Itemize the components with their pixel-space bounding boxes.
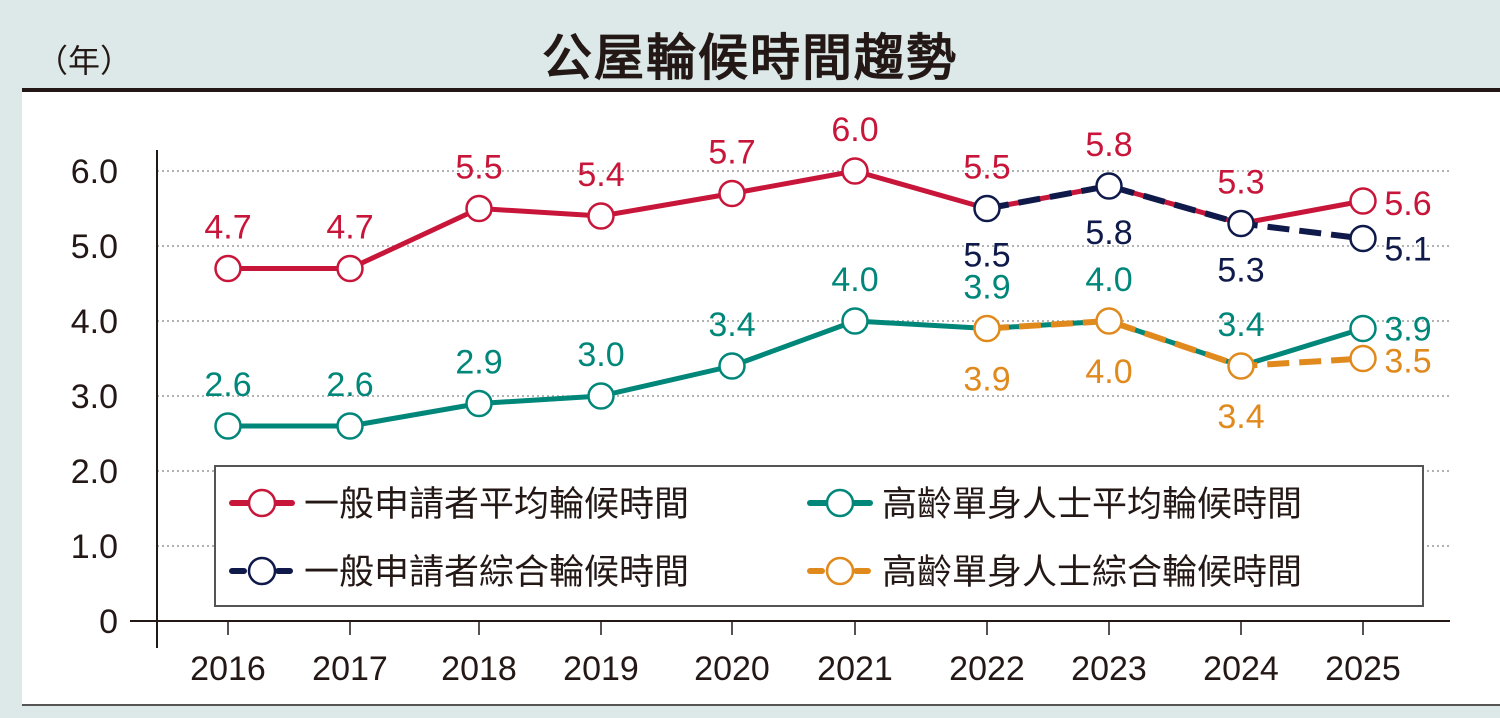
data-label: 3.9 (963, 361, 1010, 399)
data-label: 5.3 (1217, 164, 1264, 202)
data-point (841, 307, 869, 335)
data-point (465, 389, 493, 418)
x-tick-label: 2016 (190, 650, 266, 688)
legend-swatch-marker (247, 556, 277, 586)
legend-label: 一般申請者綜合輪候時間 (304, 553, 689, 593)
data-point (973, 314, 1001, 343)
data-label: 5.3 (1217, 252, 1264, 290)
y-tick-label: 1.0 (71, 528, 118, 566)
data-label: 3.9 (1384, 311, 1431, 349)
legend-swatch-marker (247, 488, 277, 518)
data-point (1227, 352, 1255, 380)
data-label: 3.9 (963, 269, 1010, 307)
data-point (465, 194, 493, 223)
data-point (1095, 307, 1123, 335)
data-point (587, 202, 615, 230)
y-tick-label: 0 (99, 603, 118, 641)
series-line (986, 318, 1364, 369)
x-tick-label: 2019 (563, 650, 639, 688)
series-line (228, 168, 1364, 271)
data-label: 5.8 (1085, 126, 1132, 164)
y-tick-label: 5.0 (71, 228, 118, 266)
legend-label: 一般申請者平均輪候時間 (304, 485, 689, 525)
data-label: 5.1 (1384, 231, 1431, 269)
data-point (214, 254, 242, 283)
data-point (841, 157, 869, 185)
data-point (718, 352, 746, 380)
legend-swatch-marker (825, 556, 855, 586)
data-point (336, 412, 364, 440)
x-tick-label: 2023 (1071, 650, 1147, 688)
x-tick-label: 2020 (694, 650, 770, 688)
y-tick-label: 4.0 (71, 303, 118, 341)
x-tick-label: 2025 (1325, 650, 1401, 688)
legend-label: 高齡單身人士綜合輪候時間 (882, 553, 1302, 593)
y-axis-unit-label: （年） (36, 42, 133, 80)
data-label: 3.4 (1217, 306, 1264, 344)
data-label: 5.5 (963, 149, 1010, 187)
x-tick-label: 2017 (312, 650, 388, 688)
data-label: 5.8 (1085, 214, 1132, 252)
x-tick-label: 2022 (949, 650, 1025, 688)
data-label: 5.6 (1384, 185, 1431, 223)
data-point (1349, 344, 1377, 373)
data-point (1349, 224, 1377, 253)
data-label: 4.0 (831, 261, 878, 299)
y-tick-label: 2.0 (71, 453, 118, 491)
x-tick-label: 2024 (1203, 650, 1279, 688)
data-point (718, 179, 746, 208)
data-point (973, 194, 1001, 223)
data-label: 4.7 (204, 209, 251, 247)
legend-label: 高齡單身人士平均輪候時間 (882, 485, 1302, 525)
data-point (1349, 187, 1377, 215)
data-point (214, 412, 242, 440)
data-label: 3.5 (1384, 343, 1431, 381)
y-tick-label: 3.0 (71, 378, 118, 416)
data-point (1227, 209, 1255, 238)
series-line (228, 318, 1364, 429)
data-label: 5.7 (708, 134, 755, 172)
data-label: 2.6 (326, 366, 373, 404)
data-label: 4.0 (1085, 261, 1132, 299)
data-point (336, 254, 364, 283)
data-point (1095, 172, 1123, 200)
legend-box (214, 465, 1424, 607)
data-label: 4.0 (1085, 353, 1132, 391)
data-label: 5.5 (455, 149, 502, 187)
data-point (1349, 314, 1377, 343)
data-label: 3.4 (708, 306, 755, 344)
legend-swatch-marker (825, 488, 855, 518)
data-label: 6.0 (831, 111, 878, 149)
data-label: 3.4 (1217, 398, 1264, 436)
data-label: 5.5 (963, 237, 1010, 275)
data-point (587, 382, 615, 410)
data-label: 5.4 (577, 156, 624, 194)
data-label: 2.9 (455, 344, 502, 382)
y-tick-label: 6.0 (71, 153, 118, 191)
chart-title: 公屋輪候時間趨勢 (542, 29, 958, 87)
data-label: 3.0 (577, 336, 624, 374)
series-line (986, 183, 1364, 242)
x-tick-label: 2021 (817, 650, 893, 688)
data-label: 4.7 (326, 209, 373, 247)
data-label: 2.6 (204, 366, 251, 404)
x-tick-label: 2018 (441, 650, 517, 688)
